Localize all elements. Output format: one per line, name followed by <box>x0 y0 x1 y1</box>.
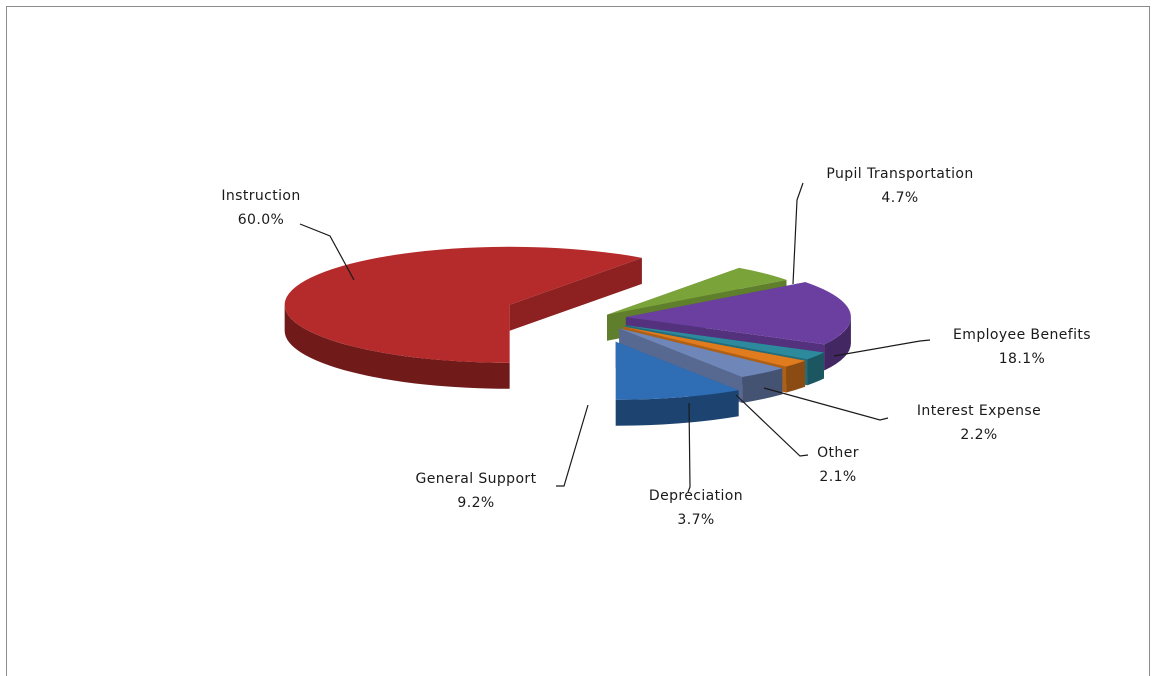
leader-line-instruction <box>299 223 355 281</box>
label-interest-expense-value: 2.2% <box>960 427 997 443</box>
label-pupil-transportation-name: Pupil Transportation <box>826 166 973 182</box>
label-pupil-transportation-value: 4.7% <box>881 190 918 206</box>
slice-rim <box>615 390 739 426</box>
slice-top <box>623 326 806 367</box>
slice-top <box>625 325 824 360</box>
label-instruction-value: 60.0% <box>238 212 284 228</box>
chart-frame <box>6 6 1150 676</box>
leader-line-interest-expense <box>763 387 889 421</box>
slice-rim <box>807 352 824 386</box>
slice-rim <box>742 368 783 403</box>
leader-line-pupil-transportation <box>792 182 804 285</box>
label-depreciation-name: Depreciation <box>649 488 743 504</box>
label-depreciation-value: 3.7% <box>677 512 714 528</box>
slice-rim <box>824 317 851 371</box>
label-general-support-value: 9.2% <box>457 495 494 511</box>
leader-line-other <box>735 394 809 457</box>
slices-layer <box>284 246 851 426</box>
slice-top <box>619 328 783 377</box>
pie-slice-general-support <box>615 341 739 426</box>
slice-edge-face <box>509 257 642 331</box>
slice-top <box>625 282 851 345</box>
label-employee-benefits-value: 18.1% <box>999 351 1045 367</box>
label-other-value: 2.1% <box>819 469 856 485</box>
label-employee-benefits-name: Employee Benefits <box>953 327 1091 343</box>
slice-top <box>607 267 787 315</box>
pie-slice-instruction <box>284 246 642 389</box>
label-interest-expense-name: Interest Expense <box>917 403 1041 419</box>
slice-rim <box>786 360 806 393</box>
leader-line-general-support <box>556 404 589 487</box>
leaders-layer <box>299 182 931 493</box>
slice-rim <box>284 304 510 389</box>
label-instruction-name: Instruction <box>221 188 300 204</box>
leader-line-depreciation <box>687 402 691 493</box>
leader-line-employee-benefits <box>833 339 931 357</box>
label-other-name: Other <box>817 445 859 461</box>
label-general-support-name: General Support <box>416 471 537 487</box>
slice-top <box>615 341 739 400</box>
slice-top <box>284 246 642 363</box>
